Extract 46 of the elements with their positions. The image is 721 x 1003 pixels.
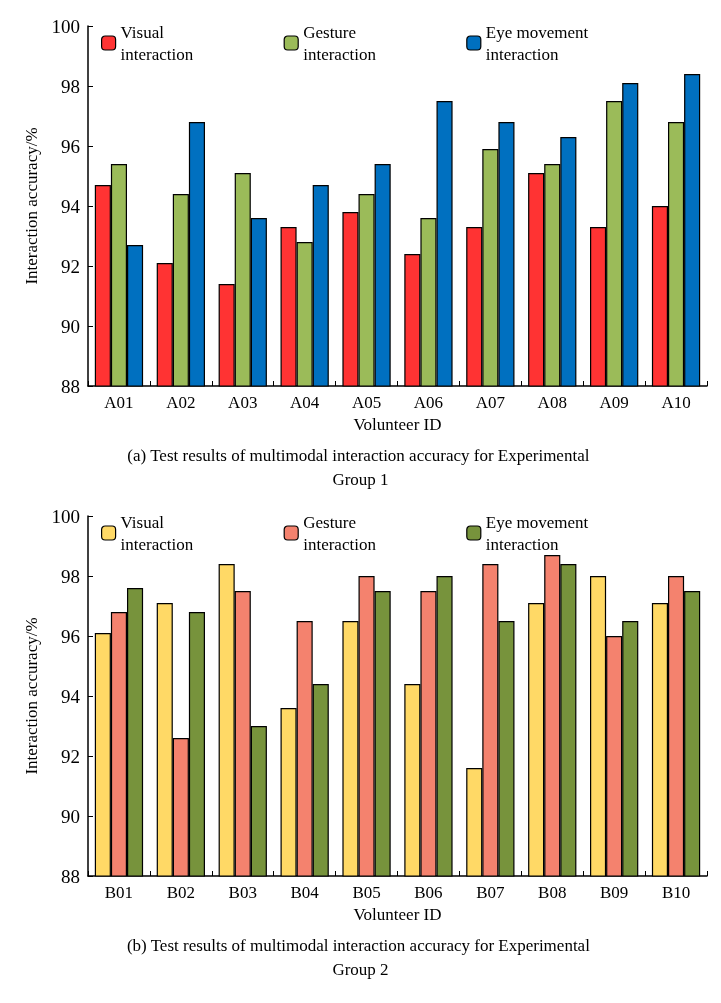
x-tick-label: A10	[661, 393, 691, 412]
x-tick-label: A02	[166, 393, 196, 412]
y-tick-label: 92	[61, 745, 80, 767]
x-tick-label: A08	[537, 393, 567, 412]
y-axis-title: Interaction accuracy/%	[22, 127, 41, 285]
x-tick-label: B07	[476, 883, 506, 902]
y-tick-label: 92	[61, 255, 80, 277]
x-tick-label: A03	[228, 393, 258, 412]
x-tick-label: A06	[413, 393, 444, 412]
x-tick-label: A04	[290, 393, 320, 412]
y-tick-label: 100	[51, 505, 80, 527]
y-tick-label: 94	[61, 685, 81, 707]
legend-label: Gesture interaction	[303, 22, 377, 64]
y-tick-label: 88	[61, 865, 80, 887]
x-tick-label: B05	[352, 883, 381, 902]
x-tick-label: B08	[538, 883, 567, 902]
x-tick-label: A01	[104, 393, 134, 412]
y-axis-title: Interaction accuracy/%	[22, 617, 41, 775]
x-tick-label: B01	[104, 883, 134, 902]
legend-label: Visual interaction	[120, 512, 194, 554]
y-tick-label: 90	[61, 805, 80, 827]
x-tick-label: A05	[351, 393, 382, 412]
legend-label: Eye movement interaction	[485, 512, 593, 554]
y-tick-label: 98	[61, 565, 80, 587]
y-tick-label: 96	[61, 135, 80, 157]
y-tick-label: 94	[61, 195, 81, 217]
y-tick-label: 88	[61, 375, 80, 397]
x-tick-label: B09	[599, 883, 629, 902]
x-axis-title: Volunteer ID	[353, 415, 442, 434]
x-tick-label: A07	[475, 393, 506, 412]
y-tick-label: 96	[61, 625, 80, 647]
x-tick-label: B06	[414, 883, 443, 902]
x-tick-label: A09	[599, 393, 629, 412]
legend-label: Gesture interaction	[303, 512, 377, 554]
y-tick-label: 90	[61, 315, 80, 337]
x-tick-label: B02	[166, 883, 196, 902]
y-tick-label: 100	[51, 15, 80, 37]
text: (b) Test results of multimodal interaction accuracy for Experimental Group 2	[126, 935, 595, 979]
x-tick-label: B03	[228, 883, 257, 902]
x-tick-label: B10	[661, 883, 691, 902]
legend-label: Visual interaction	[120, 22, 194, 64]
legend-label: Eye movement interaction	[485, 22, 593, 64]
x-tick-label: B04	[290, 883, 320, 902]
y-tick-label: 98	[61, 75, 80, 97]
text: (a) Test results of multimodal interaction accuracy for Experimental Group 1	[127, 445, 594, 489]
x-axis-title: Volunteer ID	[353, 905, 442, 924]
